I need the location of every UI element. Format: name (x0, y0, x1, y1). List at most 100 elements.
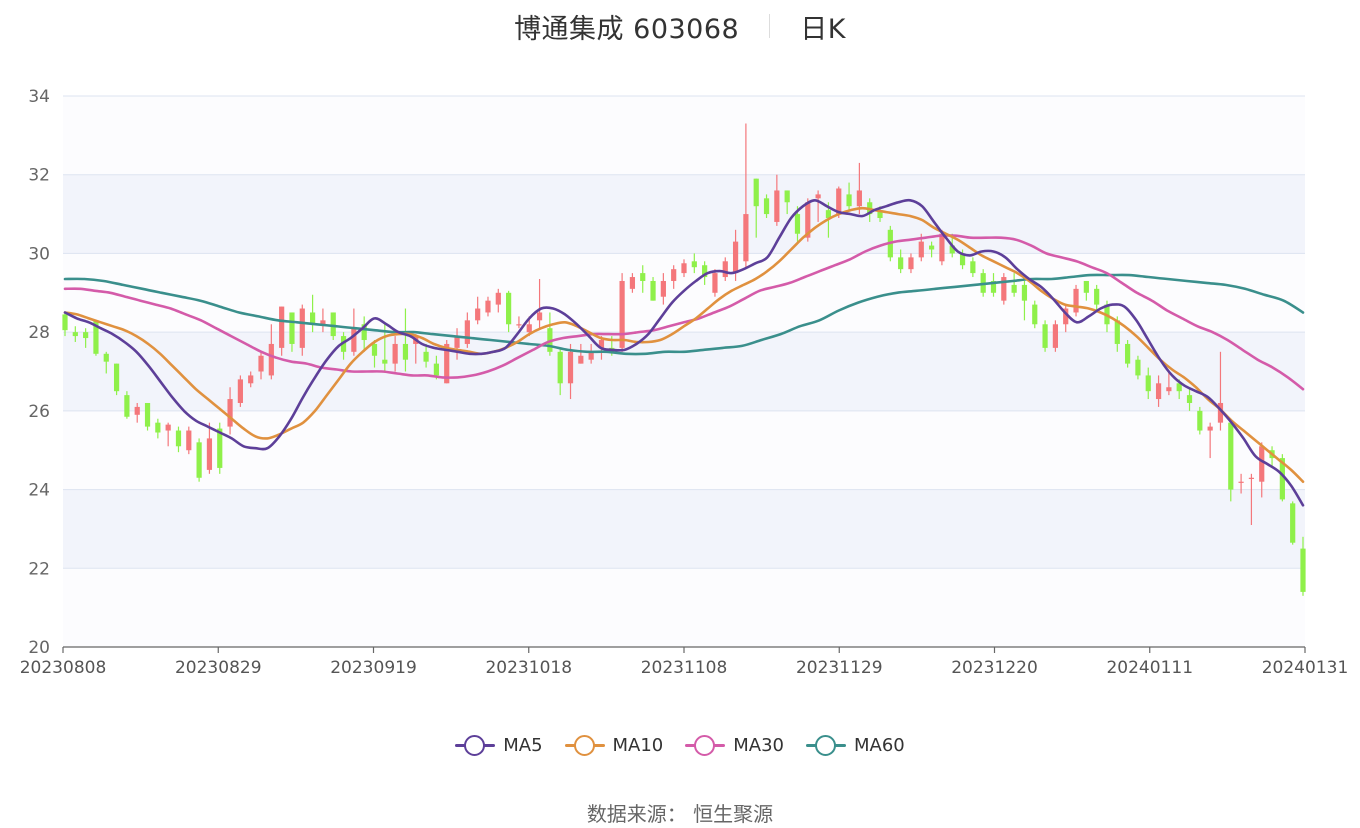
candle (351, 308, 357, 356)
band (63, 489, 1305, 569)
candle (279, 306, 285, 356)
candle (784, 190, 790, 215)
y-axis-ticks: 20 22 24 26 28 30 32 34 (28, 87, 50, 658)
candle (206, 422, 213, 474)
candle-body (918, 241, 924, 258)
ma-lines (63, 198, 1305, 507)
candle (464, 312, 470, 348)
candle-body (629, 277, 636, 289)
candle (299, 304, 305, 356)
candle (1021, 280, 1028, 321)
candle (1145, 367, 1151, 400)
candle-body (464, 320, 470, 344)
candle (258, 351, 264, 380)
candle-body (1021, 284, 1028, 301)
candle-body (1083, 280, 1089, 293)
candle (72, 326, 78, 342)
candle (712, 269, 718, 297)
candle (774, 174, 780, 226)
period-label: 日K (800, 13, 846, 45)
candle (640, 265, 646, 293)
legend-item-ma60[interactable]: MA60 (806, 734, 905, 756)
candle (289, 312, 295, 352)
candle (1073, 284, 1079, 317)
y-tick-label: 28 (28, 323, 50, 343)
candle (650, 277, 656, 301)
candle-body (784, 190, 790, 203)
candle-body (495, 292, 501, 305)
candle (1238, 473, 1244, 494)
candle (423, 343, 429, 368)
candle (1011, 273, 1017, 297)
candle (660, 273, 666, 305)
legend-item-ma10[interactable]: MA10 (564, 734, 664, 756)
candle-body (186, 430, 192, 451)
legend-item-ma5[interactable]: MA5 (455, 734, 543, 756)
candle-body (794, 214, 801, 234)
candle (186, 426, 192, 455)
candle-body (805, 202, 811, 238)
candle (113, 363, 120, 396)
candle-body (165, 424, 171, 431)
candle-body (1259, 446, 1265, 482)
candle-body (392, 343, 398, 364)
candle (62, 312, 68, 337)
ma60-line (63, 273, 1305, 356)
candle (908, 253, 914, 274)
legend-symbol-ma10 (564, 734, 605, 756)
candle-body (382, 359, 388, 364)
candle-body (330, 312, 336, 337)
y-tick-label: 22 (28, 559, 50, 579)
candle-body (1290, 503, 1296, 543)
candle-body (268, 343, 274, 376)
candle-body (103, 353, 109, 362)
candle-body (485, 300, 491, 313)
legend-label-ma10: MA10 (612, 734, 664, 756)
candle-body (1155, 383, 1162, 400)
x-tick-label: 20231129 (796, 658, 883, 678)
candle (175, 426, 182, 453)
candle-body (83, 332, 89, 339)
candle-body (113, 363, 120, 392)
candle-body (598, 340, 605, 348)
candle (144, 402, 151, 431)
candle (454, 328, 460, 360)
candle-body (1042, 324, 1048, 348)
candle (227, 387, 233, 435)
candle-body (681, 263, 687, 274)
candle (103, 351, 109, 374)
candle-body (856, 190, 862, 207)
candle-body (619, 280, 625, 348)
candle (83, 328, 89, 348)
candle-body (774, 190, 780, 222)
candle-body (454, 336, 460, 348)
candle-body (371, 343, 378, 356)
candle-body (836, 188, 842, 215)
candle (567, 343, 574, 400)
candle-body (1166, 387, 1172, 392)
legend-symbol-ma30 (685, 734, 726, 756)
candle (134, 402, 140, 423)
candle-body (1063, 308, 1069, 325)
legend-label-ma30: MA30 (733, 734, 785, 756)
candle-body (93, 320, 99, 354)
candle-body (949, 245, 955, 254)
candle-body (279, 306, 285, 348)
band (63, 174, 1305, 254)
candle-body (825, 210, 832, 219)
candle (929, 241, 935, 258)
candle-body (712, 273, 718, 293)
candle-body (1032, 304, 1038, 325)
candle-body (217, 428, 223, 468)
candle-body (691, 261, 697, 268)
legend-item-ma30[interactable]: MA30 (685, 734, 784, 756)
candle-body (815, 194, 821, 199)
candle-body (1052, 324, 1058, 348)
candle (516, 316, 522, 329)
candle (1135, 355, 1141, 380)
candle-body (433, 363, 439, 376)
candle-body (660, 280, 666, 297)
candle-body (671, 269, 677, 281)
candle (475, 296, 481, 325)
candle-body (72, 332, 78, 337)
